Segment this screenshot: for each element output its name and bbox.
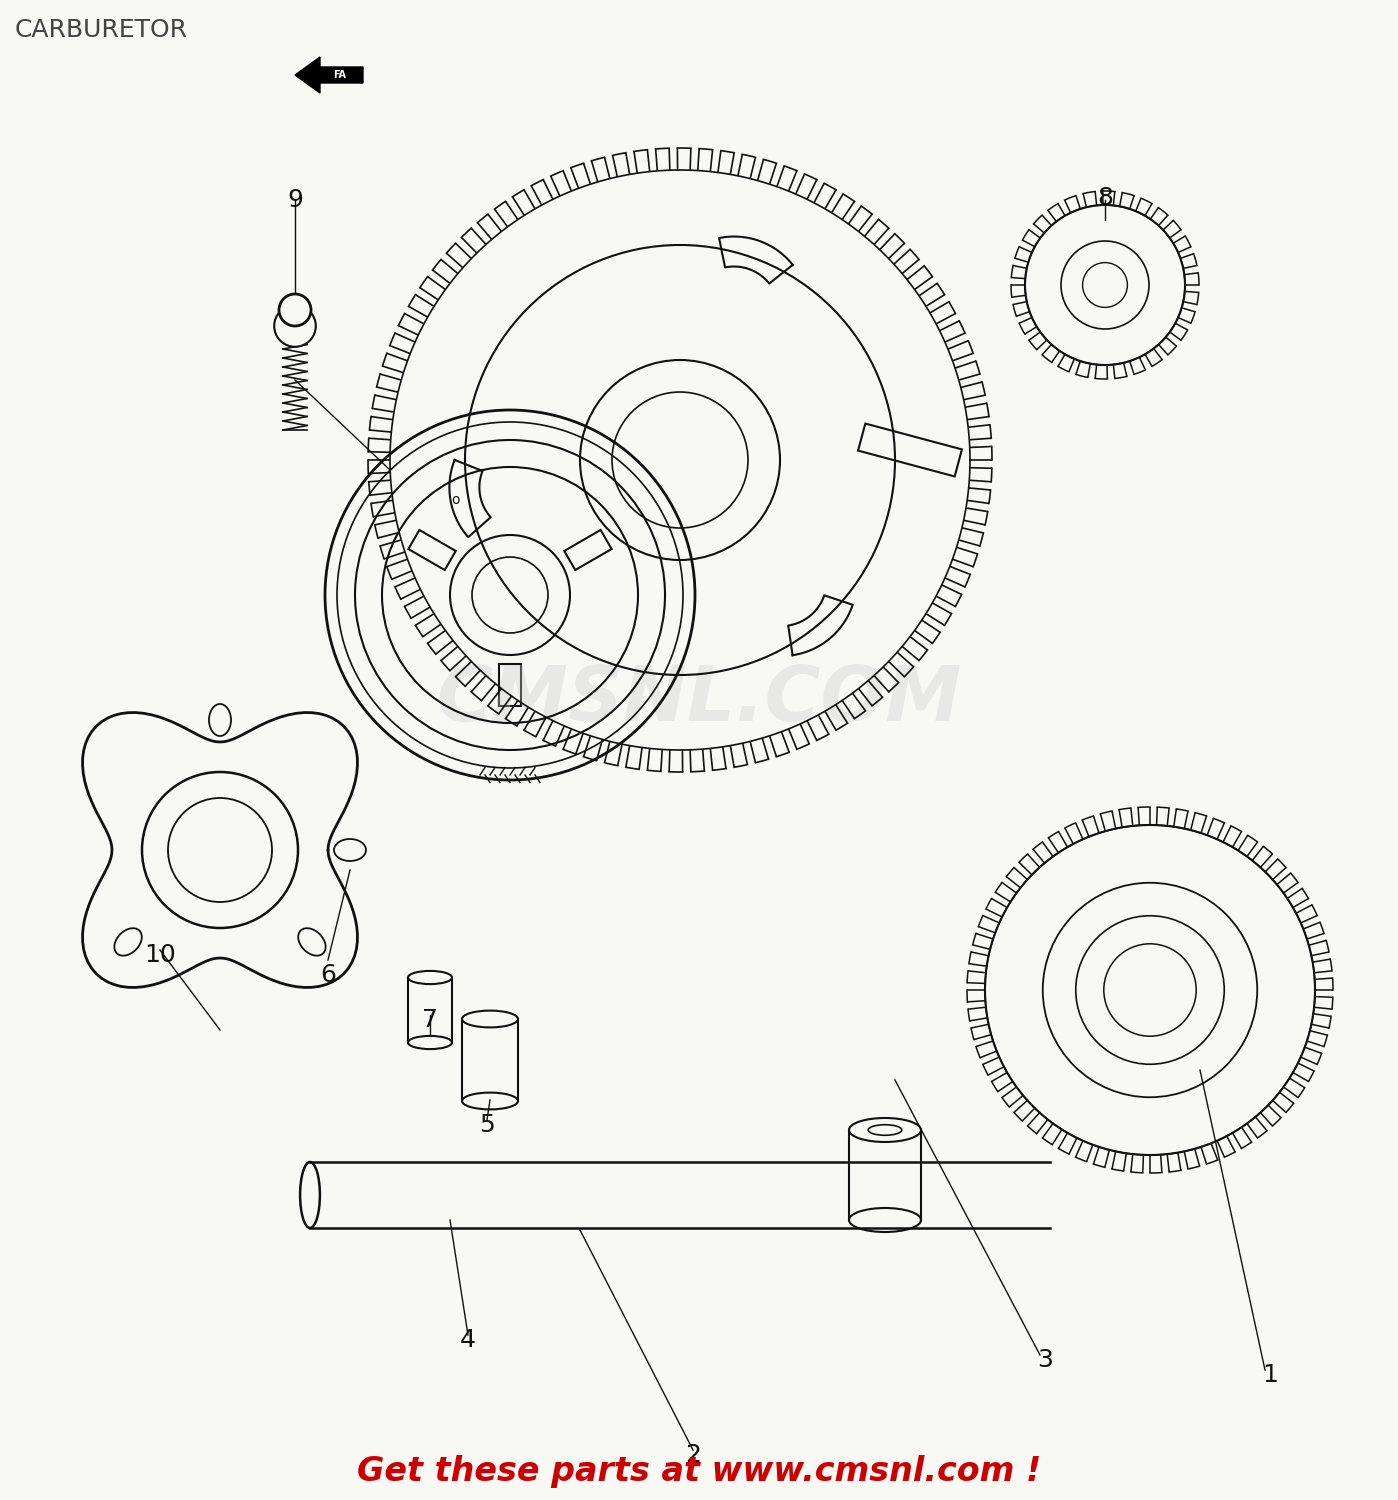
Circle shape: [274, 304, 316, 346]
Text: 10: 10: [144, 944, 176, 968]
Text: 2: 2: [685, 1443, 700, 1467]
Text: FA: FA: [334, 70, 347, 80]
Text: 7: 7: [422, 1008, 438, 1032]
Ellipse shape: [849, 1118, 921, 1142]
Circle shape: [280, 294, 310, 326]
Text: 5: 5: [480, 1113, 495, 1137]
Text: 6: 6: [320, 963, 336, 987]
Ellipse shape: [408, 970, 452, 984]
Text: o: o: [450, 494, 460, 507]
Text: 8: 8: [1097, 186, 1113, 210]
Text: 4: 4: [460, 1328, 475, 1352]
Text: CMSNL.COM: CMSNL.COM: [436, 663, 962, 736]
Text: Get these parts at www.cmsnl.com !: Get these parts at www.cmsnl.com !: [356, 1455, 1042, 1488]
Text: 9: 9: [287, 188, 303, 211]
Polygon shape: [295, 57, 363, 93]
Text: 1: 1: [1262, 1364, 1278, 1388]
Text: CARBURETOR: CARBURETOR: [15, 18, 187, 42]
Ellipse shape: [461, 1011, 519, 1028]
Text: 3: 3: [1037, 1348, 1053, 1372]
